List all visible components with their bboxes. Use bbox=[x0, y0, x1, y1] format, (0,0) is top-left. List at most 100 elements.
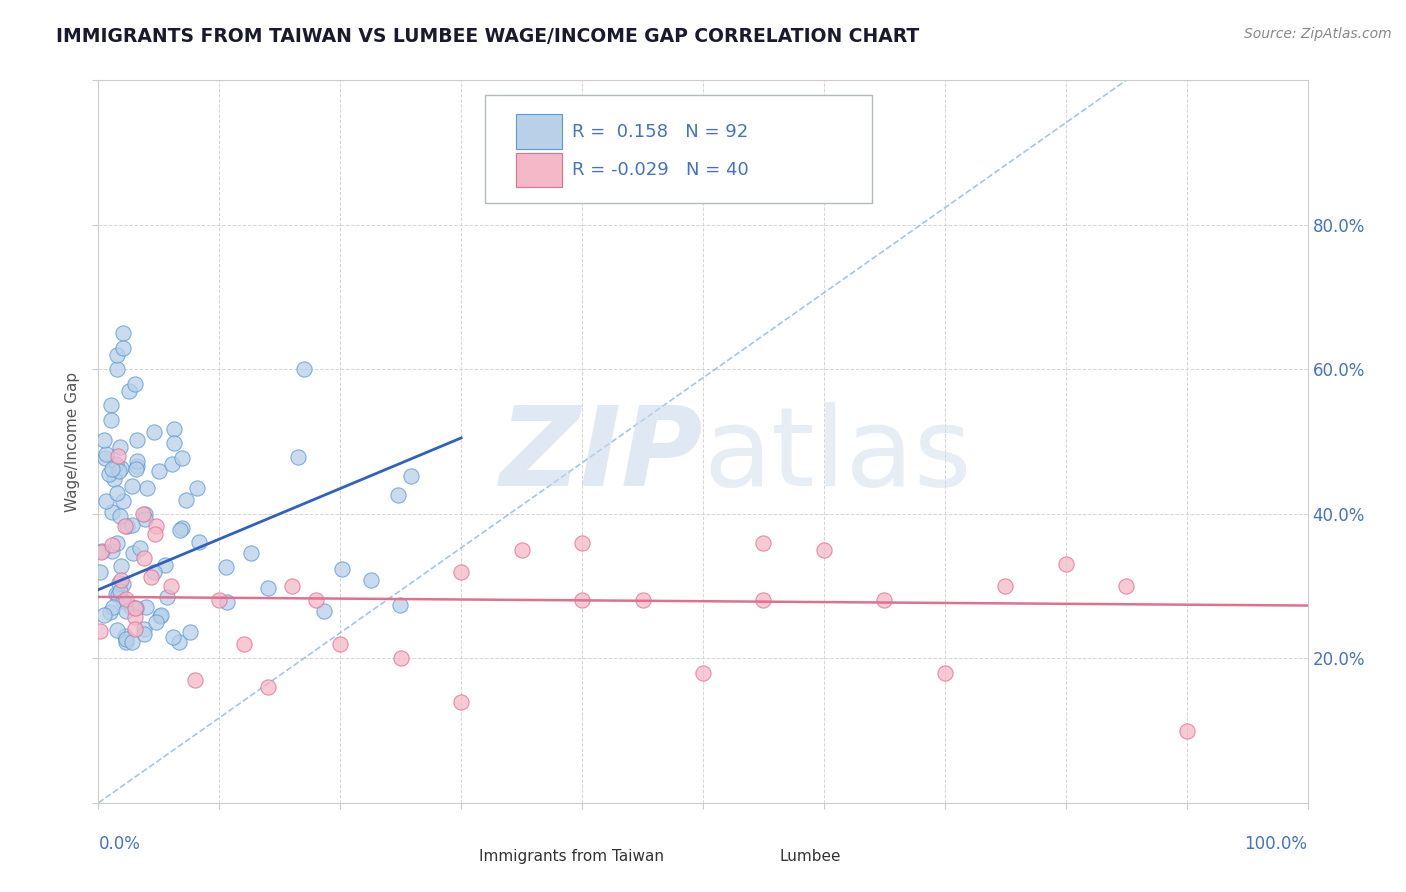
Point bbox=[132, 508, 155, 522]
Point bbox=[97, 467, 120, 482]
Point bbox=[118, 384, 141, 398]
Point bbox=[114, 629, 136, 643]
Point bbox=[110, 559, 132, 574]
Point bbox=[98, 605, 121, 619]
Point bbox=[389, 651, 412, 665]
Point bbox=[1115, 579, 1137, 593]
Point bbox=[107, 449, 129, 463]
Point bbox=[217, 595, 239, 609]
Point bbox=[100, 398, 122, 412]
Text: 0.0%: 0.0% bbox=[98, 835, 141, 854]
Point bbox=[121, 634, 143, 648]
Point bbox=[93, 451, 115, 466]
Point bbox=[93, 433, 115, 447]
Text: R =  0.158   N = 92: R = 0.158 N = 92 bbox=[572, 122, 748, 141]
Text: Source: ZipAtlas.com: Source: ZipAtlas.com bbox=[1244, 27, 1392, 41]
Point bbox=[160, 579, 183, 593]
Point bbox=[170, 450, 193, 465]
Point bbox=[100, 461, 122, 475]
Point bbox=[101, 538, 124, 552]
Point bbox=[208, 593, 231, 607]
Point bbox=[100, 413, 122, 427]
Point bbox=[305, 593, 328, 607]
Point bbox=[450, 565, 472, 579]
Point bbox=[114, 592, 136, 607]
Point bbox=[142, 565, 165, 579]
Point bbox=[399, 469, 422, 483]
Point bbox=[387, 488, 409, 502]
Point bbox=[105, 362, 128, 376]
Point bbox=[107, 623, 129, 637]
Point bbox=[153, 558, 176, 573]
Point bbox=[108, 508, 131, 523]
Point bbox=[105, 587, 128, 601]
Point bbox=[127, 433, 149, 447]
Point bbox=[125, 453, 148, 467]
FancyBboxPatch shape bbox=[734, 845, 768, 868]
Point bbox=[360, 573, 382, 587]
Point bbox=[257, 581, 280, 595]
Point bbox=[1175, 723, 1198, 738]
Point bbox=[752, 535, 775, 549]
Text: ZIP: ZIP bbox=[499, 402, 703, 509]
Text: Lumbee: Lumbee bbox=[779, 849, 841, 863]
Point bbox=[162, 630, 184, 644]
Point bbox=[214, 560, 236, 574]
Point bbox=[186, 481, 208, 495]
Point bbox=[107, 464, 129, 478]
Point bbox=[120, 600, 142, 615]
Point bbox=[93, 607, 115, 622]
Point bbox=[287, 450, 309, 465]
Point bbox=[101, 505, 124, 519]
Point bbox=[132, 627, 155, 641]
FancyBboxPatch shape bbox=[516, 153, 561, 187]
Point bbox=[111, 341, 134, 355]
Point bbox=[125, 601, 148, 615]
Point bbox=[124, 376, 146, 391]
Point bbox=[96, 494, 118, 508]
Point bbox=[129, 541, 152, 556]
Point bbox=[90, 545, 112, 559]
Point bbox=[111, 594, 134, 608]
Point bbox=[145, 615, 167, 630]
Point bbox=[135, 600, 157, 615]
Point bbox=[292, 362, 315, 376]
Text: Immigrants from Taiwan: Immigrants from Taiwan bbox=[479, 849, 664, 863]
Point bbox=[163, 422, 186, 436]
Point bbox=[124, 622, 146, 636]
Point bbox=[135, 482, 157, 496]
Y-axis label: Wage/Income Gap: Wage/Income Gap bbox=[65, 371, 80, 512]
Point bbox=[169, 523, 191, 537]
Point bbox=[108, 575, 131, 590]
Point bbox=[170, 521, 193, 535]
Point bbox=[121, 479, 143, 493]
Point bbox=[89, 624, 111, 638]
Point bbox=[132, 622, 155, 636]
Point bbox=[873, 593, 896, 607]
Text: 100.0%: 100.0% bbox=[1244, 835, 1308, 854]
Point bbox=[571, 535, 593, 549]
Point bbox=[1054, 558, 1077, 572]
Point bbox=[94, 447, 117, 461]
Point bbox=[112, 494, 135, 508]
Point bbox=[132, 550, 155, 565]
FancyBboxPatch shape bbox=[437, 845, 471, 868]
Point bbox=[167, 635, 190, 649]
Point bbox=[105, 486, 128, 500]
Point bbox=[176, 492, 198, 507]
Point bbox=[105, 457, 128, 471]
FancyBboxPatch shape bbox=[485, 95, 872, 203]
Point bbox=[103, 472, 125, 486]
Point bbox=[179, 624, 201, 639]
Point bbox=[934, 665, 956, 680]
Point bbox=[89, 565, 111, 579]
Point bbox=[631, 593, 654, 607]
Point bbox=[281, 579, 304, 593]
Point bbox=[111, 326, 134, 340]
Point bbox=[232, 637, 254, 651]
Text: atlas: atlas bbox=[703, 402, 972, 509]
Point bbox=[163, 436, 186, 450]
Text: IMMIGRANTS FROM TAIWAN VS LUMBEE WAGE/INCOME GAP CORRELATION CHART: IMMIGRANTS FROM TAIWAN VS LUMBEE WAGE/IN… bbox=[56, 27, 920, 45]
Point bbox=[90, 544, 112, 558]
Point bbox=[510, 542, 533, 557]
